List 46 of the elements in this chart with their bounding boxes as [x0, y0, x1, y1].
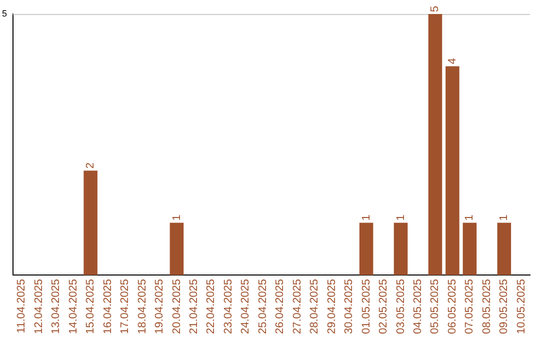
data-label: 4: [446, 58, 458, 64]
bar: [394, 222, 408, 275]
x-tick-label: 19.04.2025: [154, 278, 166, 334]
x-tick-label: 26.04.2025: [274, 278, 286, 334]
x-tick-label: 10.05.2025: [515, 278, 528, 334]
data-label: 1: [498, 214, 510, 221]
x-tick-label: 22.04.2025: [205, 278, 218, 334]
data-label: 1: [170, 214, 183, 221]
x-tick-label: 11.04.2025: [16, 278, 28, 334]
x-tick-label: 05.05.2025: [429, 278, 442, 334]
data-label: 2: [84, 162, 97, 169]
x-tick-label: 14.04.2025: [67, 278, 80, 334]
x-tick-label: 06.05.2025: [446, 278, 458, 334]
bar: [428, 14, 442, 275]
x-tick-label: 13.04.2025: [50, 278, 62, 334]
x-tick-label: 15.04.2025: [84, 278, 97, 334]
x-tick-label: 25.04.2025: [256, 278, 269, 334]
x-tick-label: 29.04.2025: [326, 278, 338, 334]
x-tick-label: 04.05.2025: [412, 278, 424, 334]
x-tick-label: 09.05.2025: [498, 278, 510, 334]
x-tick-label: 02.05.2025: [378, 278, 390, 334]
x-tick-label: 18.04.2025: [136, 278, 148, 334]
bar: [497, 222, 512, 275]
x-tick-label: 21.04.2025: [188, 278, 200, 334]
x-tick-label: 12.04.2025: [32, 278, 45, 334]
x-tick-label: 07.05.2025: [464, 278, 476, 334]
bar: [84, 170, 98, 275]
data-label: 1: [394, 214, 407, 221]
x-tick-label: 28.04.2025: [308, 278, 321, 334]
x-tick-label: 27.04.2025: [291, 278, 304, 334]
x-tick-label: 08.05.2025: [480, 278, 493, 334]
bar: [170, 222, 184, 275]
data-label: 5: [429, 6, 442, 12]
data-label: 1: [360, 214, 372, 221]
x-tick-label: 17.04.2025: [119, 278, 132, 334]
bar: [462, 222, 477, 275]
x-tick-label: 03.05.2025: [394, 278, 407, 334]
bar: [359, 222, 374, 275]
x-tick-label: 20.04.2025: [170, 278, 183, 334]
x-tick-label: 16.04.2025: [102, 278, 114, 334]
x-tick-label: 24.04.2025: [240, 278, 252, 334]
x-tick-label: 30.04.2025: [343, 278, 356, 334]
data-label: 1: [464, 214, 476, 221]
x-tick-label: 23.04.2025: [222, 278, 234, 334]
bar: [446, 66, 460, 275]
x-tick-label: 01.05.2025: [360, 278, 372, 334]
